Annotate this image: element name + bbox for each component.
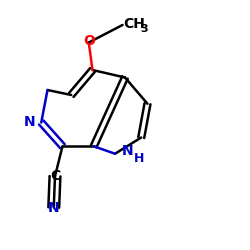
Text: N: N xyxy=(48,200,60,214)
Text: C: C xyxy=(50,169,60,183)
Text: H: H xyxy=(134,152,144,165)
Text: N: N xyxy=(121,144,133,158)
Text: CH: CH xyxy=(124,17,146,31)
Text: O: O xyxy=(83,34,95,48)
Text: 3: 3 xyxy=(140,24,148,34)
Text: N: N xyxy=(24,116,36,130)
